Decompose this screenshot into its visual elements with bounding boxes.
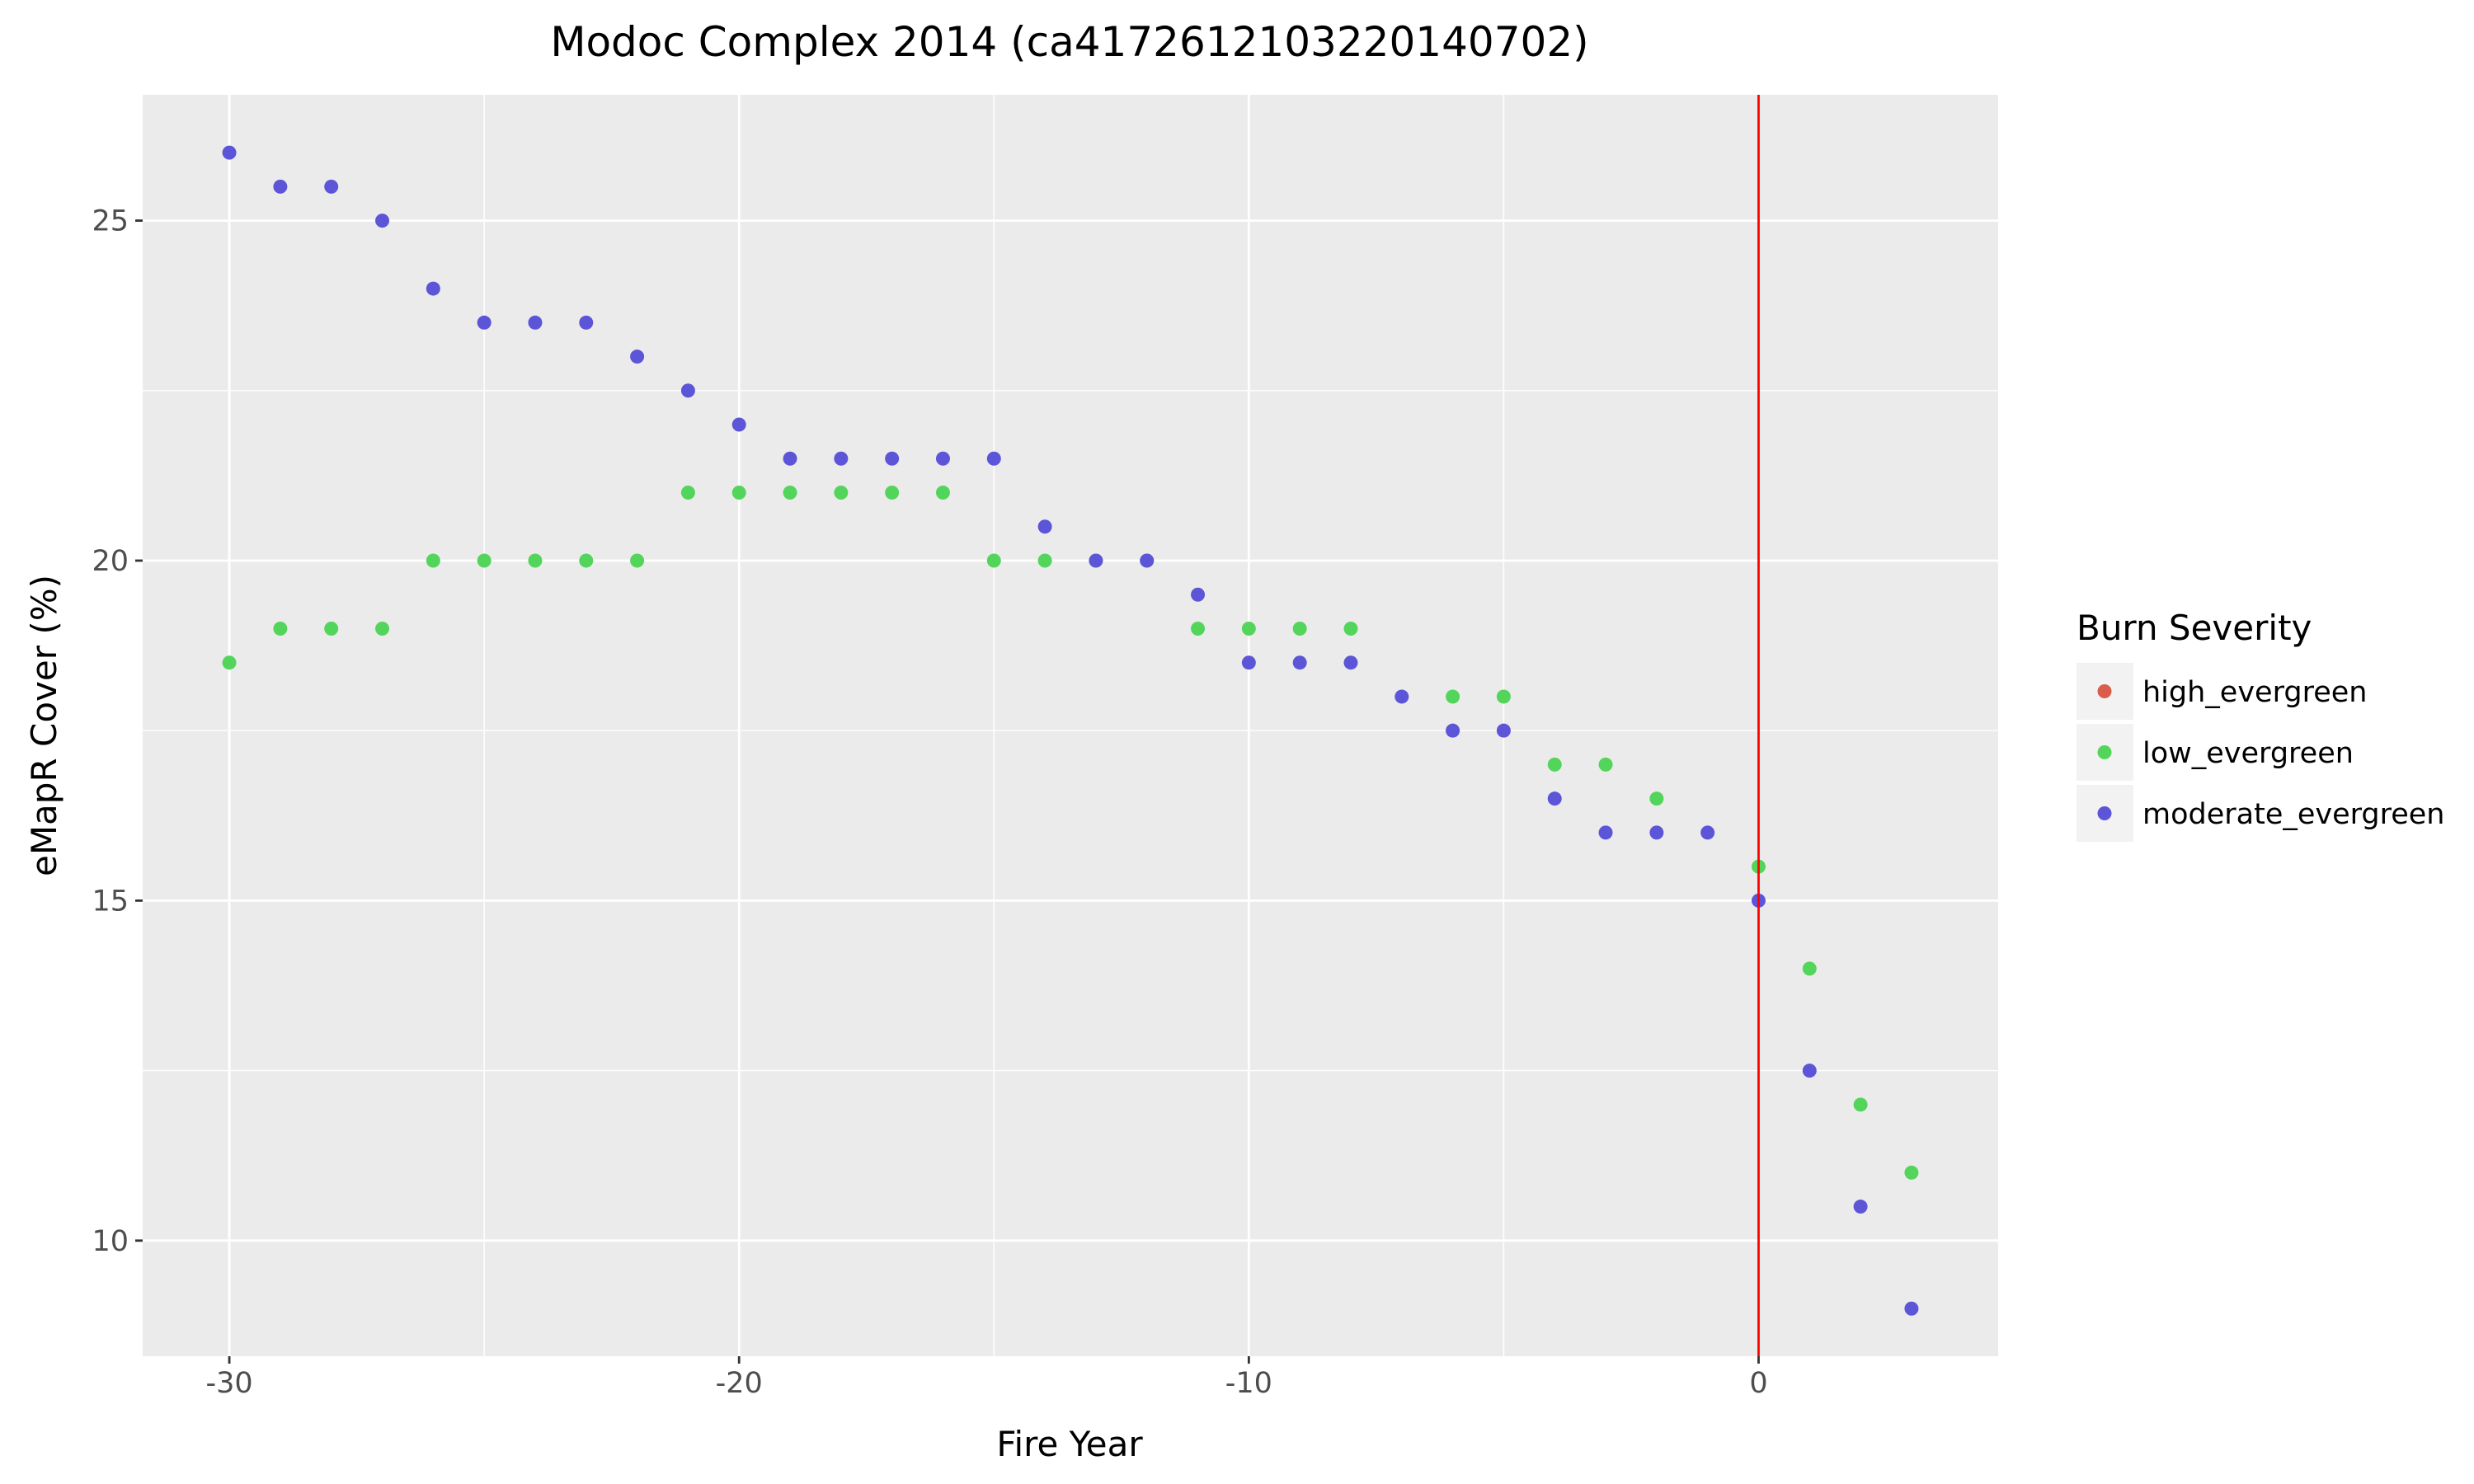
- data-point-low_evergreen: [986, 553, 1001, 568]
- data-point-low_evergreen: [375, 621, 390, 636]
- data-point-low_evergreen: [477, 553, 492, 568]
- legend: Burn Severity high_evergreen low_evergree…: [2077, 608, 2445, 842]
- data-point-low_evergreen: [1904, 1165, 1919, 1180]
- axes: -30 -20 -10 0 10 15 20 25: [92, 205, 1767, 1400]
- data-point-low_evergreen: [579, 553, 594, 568]
- data-point-moderate_evergreen: [1191, 587, 1206, 602]
- data-point-low_evergreen: [1496, 689, 1511, 704]
- data-point-low_evergreen: [834, 486, 849, 500]
- legend-label-high_evergreen: high_evergreen: [2142, 676, 2367, 709]
- data-point-moderate_evergreen: [222, 145, 237, 160]
- data-point-moderate_evergreen: [1853, 1200, 1868, 1214]
- data-point-moderate_evergreen: [680, 383, 695, 398]
- data-points: [222, 95, 1919, 1356]
- x-axis-title: Fire Year: [996, 1424, 1143, 1464]
- data-point-moderate_evergreen: [1292, 655, 1307, 670]
- data-point-moderate_evergreen: [1904, 1301, 1919, 1316]
- data-point-moderate_evergreen: [1446, 723, 1460, 738]
- data-point-moderate_evergreen: [935, 451, 950, 466]
- data-point-moderate_evergreen: [528, 315, 543, 330]
- x-tick-label: -10: [1225, 1367, 1272, 1400]
- series-moderate_evergreen: [222, 145, 1919, 1316]
- data-point-low_evergreen: [935, 486, 950, 500]
- data-point-moderate_evergreen: [273, 179, 288, 194]
- data-point-low_evergreen: [731, 486, 746, 500]
- data-point-moderate_evergreen: [1241, 655, 1256, 670]
- data-point-low_evergreen: [1037, 553, 1052, 568]
- data-point-low_evergreen: [1649, 791, 1664, 806]
- data-point-low_evergreen: [1343, 621, 1358, 636]
- data-point-low_evergreen: [426, 553, 440, 568]
- data-point-low_evergreen: [1547, 757, 1562, 772]
- data-point-low_evergreen: [630, 553, 645, 568]
- data-point-moderate_evergreen: [1089, 553, 1103, 568]
- legend-title: Burn Severity: [2077, 608, 2312, 648]
- data-point-moderate_evergreen: [1802, 1064, 1817, 1078]
- data-point-low_evergreen: [324, 621, 339, 636]
- x-tick-label: 0: [1749, 1367, 1767, 1400]
- data-point-moderate_evergreen: [1395, 689, 1409, 704]
- data-point-moderate_evergreen: [1140, 553, 1155, 568]
- data-point-low_evergreen: [680, 486, 695, 500]
- legend-key-low_evergreen: [2097, 745, 2112, 759]
- y-tick-label: 20: [92, 545, 129, 578]
- data-point-moderate_evergreen: [1343, 655, 1358, 670]
- data-point-moderate_evergreen: [630, 350, 645, 364]
- y-tick-label: 10: [92, 1225, 129, 1258]
- legend-key-moderate_evergreen: [2097, 806, 2112, 820]
- data-point-moderate_evergreen: [477, 315, 492, 330]
- data-point-moderate_evergreen: [1547, 791, 1562, 806]
- data-point-low_evergreen: [885, 486, 900, 500]
- chart-title: Modoc Complex 2014 (ca417261210322014070…: [550, 18, 1588, 66]
- data-point-moderate_evergreen: [1496, 723, 1511, 738]
- x-tick-label: -30: [205, 1367, 252, 1400]
- data-point-low_evergreen: [1241, 621, 1256, 636]
- x-tick-label: -20: [716, 1367, 763, 1400]
- data-point-low_evergreen: [783, 486, 797, 500]
- data-point-low_evergreen: [1292, 621, 1307, 636]
- y-tick-label: 25: [92, 205, 129, 238]
- data-point-moderate_evergreen: [324, 179, 339, 194]
- data-point-moderate_evergreen: [1649, 825, 1664, 840]
- data-point-low_evergreen: [528, 553, 543, 568]
- data-point-moderate_evergreen: [1037, 519, 1052, 534]
- data-point-moderate_evergreen: [579, 315, 594, 330]
- legend-label-low_evergreen: low_evergreen: [2142, 737, 2354, 770]
- data-point-low_evergreen: [1446, 689, 1460, 704]
- data-point-moderate_evergreen: [1598, 825, 1613, 840]
- data-point-low_evergreen: [1191, 621, 1206, 636]
- data-point-moderate_evergreen: [885, 451, 900, 466]
- data-point-low_evergreen: [273, 621, 288, 636]
- y-tick-label: 15: [92, 885, 129, 918]
- data-point-low_evergreen: [1802, 961, 1817, 976]
- y-axis-title: eMapR Cover (%): [24, 575, 64, 876]
- data-point-moderate_evergreen: [783, 451, 797, 466]
- plot-background: [143, 95, 1998, 1356]
- legend-key-high_evergreen: [2097, 684, 2112, 698]
- legend-label-moderate_evergreen: moderate_evergreen: [2142, 798, 2445, 831]
- data-point-moderate_evergreen: [375, 214, 390, 228]
- data-point-low_evergreen: [1598, 757, 1613, 772]
- data-point-moderate_evergreen: [731, 417, 746, 432]
- data-point-moderate_evergreen: [986, 451, 1001, 466]
- data-point-moderate_evergreen: [426, 281, 440, 296]
- data-point-moderate_evergreen: [1700, 825, 1715, 840]
- data-point-low_evergreen: [1853, 1097, 1868, 1112]
- data-point-moderate_evergreen: [834, 451, 849, 466]
- data-point-low_evergreen: [222, 655, 237, 670]
- legend-items: high_evergreen low_evergreen moderate_ever…: [2077, 663, 2445, 842]
